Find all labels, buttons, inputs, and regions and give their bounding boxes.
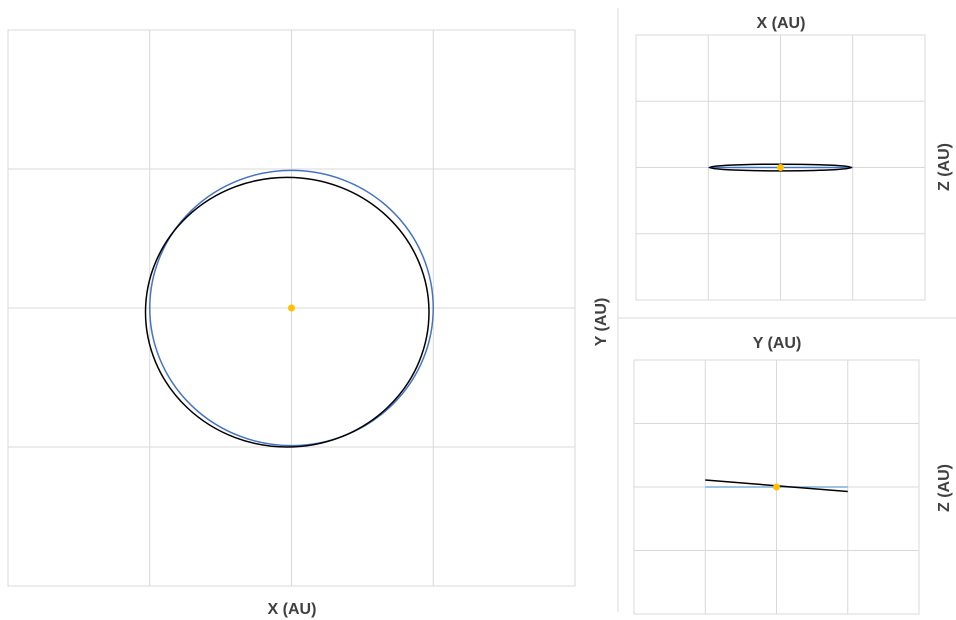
top-view-series: [144, 169, 434, 448]
top-view-x-axis-label: X (AU): [268, 601, 317, 618]
top-view-grid: [7, 29, 576, 587]
sun-point: [288, 304, 295, 312]
top-view-y-axis-label: Y (AU): [593, 298, 610, 347]
orbit-object-line: [144, 176, 430, 448]
xz-view-plot: X (AU) Z (AU): [635, 15, 953, 301]
xz-view-series: [708, 163, 853, 172]
yz-view-y-axis-label: Y (AU): [753, 335, 802, 352]
yz-view-series: [705, 479, 848, 493]
yz-view-plot: Y (AU) Z (AU): [633, 335, 953, 615]
orbit-reference-line: [149, 169, 434, 447]
sun-point: [773, 483, 780, 491]
yz-view-z-axis-label: Z (AU): [936, 464, 953, 512]
xz-view-z-axis-label: Z (AU): [936, 143, 953, 191]
xz-view-x-axis-label: X (AU): [757, 15, 806, 32]
sun-point: [777, 164, 784, 171]
top-view-plot: X (AU) Y (AU): [7, 29, 610, 618]
